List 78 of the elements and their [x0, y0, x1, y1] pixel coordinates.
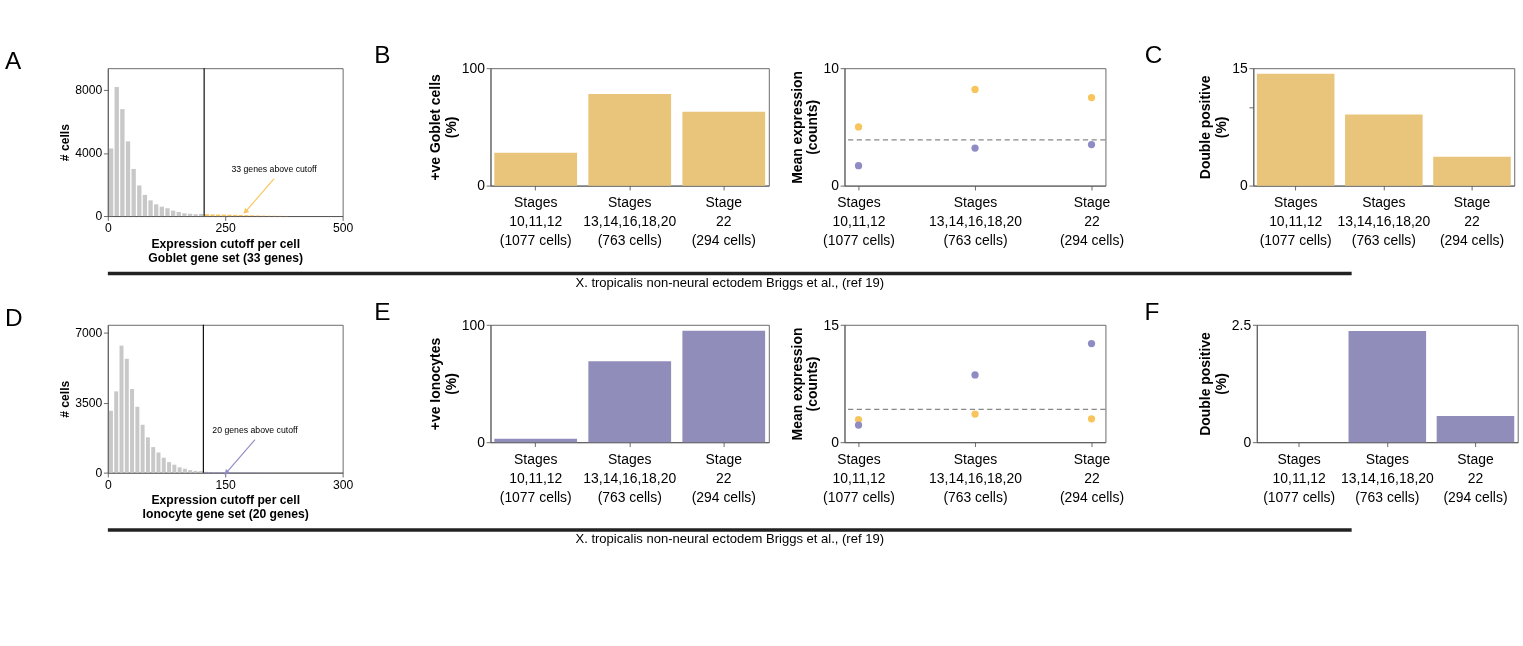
x-tick-label: 150 [215, 477, 237, 492]
y-tick-label: 100 [461, 316, 486, 333]
point [1087, 415, 1096, 423]
y-tick-label: 0 [831, 434, 840, 451]
y-tick-label: 4000 [75, 146, 103, 161]
x-tick-label: Stages 13,14,16,18,20 (763 cells) [1340, 450, 1434, 505]
annotation: 20 genes above cutoff [212, 424, 299, 435]
chart-title: F [1144, 297, 1160, 325]
x-tick-label: 300 [332, 477, 354, 492]
x-tick-label: Stages 10,11,12 (1077 cells) [1259, 193, 1332, 249]
x-tick-label: Stage 22 (294 cells) [1059, 450, 1125, 505]
y-axis-title: +ve Ionocytes (%) [426, 337, 459, 431]
x-tick-label: Stage 22 (294 cells) [1443, 450, 1508, 505]
point [854, 415, 863, 424]
y-tick-label: 0 [477, 434, 486, 451]
x-tick-label: Stages 13,14,16,18,20 (763 cells) [583, 450, 677, 505]
x-axis-title: Expression cutoff per cell Ionocyte gene set (20 genes) [142, 493, 309, 522]
x-tick-label: Stage 22 (294 cells) [1059, 193, 1125, 249]
y-tick-label: 7000 [75, 325, 103, 340]
y-tick-label: 8000 [75, 83, 103, 98]
y-tick-label: 15 [823, 316, 840, 333]
chart-title: E [374, 297, 391, 325]
point [971, 410, 979, 418]
chart-title: B [374, 41, 391, 69]
y-axis-title: Mean expression (counts) [788, 70, 821, 184]
y-tick-label: 0 [1239, 177, 1248, 194]
point [1087, 140, 1096, 149]
bar [682, 330, 766, 443]
point [854, 421, 863, 429]
chart-title: D [5, 304, 23, 332]
x-tick-label: Stages 10,11,12 (1077 cells) [1263, 450, 1336, 505]
bar [682, 111, 766, 186]
point [971, 371, 979, 379]
bar [1345, 114, 1423, 186]
y-axis-title: # cells [58, 380, 73, 418]
x-axis-title: Expression cutoff per cell Goblet gene set (33 genes) [148, 236, 304, 265]
bar [494, 152, 578, 186]
y-tick-label: 0 [831, 177, 840, 194]
x-tick-label: Stages 13,14,16,18,20 (763 cells) [1337, 193, 1431, 249]
text: X. tropicalis non-neural ectodem Briggs et al., (ref 19) [575, 531, 885, 547]
x-tick-label: Stages 13,14,16,18,20 (763 cells) [929, 450, 1023, 505]
annotation: 33 genes above cutoff [231, 163, 318, 174]
x-tick-label: 500 [332, 221, 354, 236]
x-tick-label: Stage 22 (294 cells) [691, 450, 756, 505]
bar [588, 361, 672, 443]
y-tick-label: 100 [461, 60, 486, 77]
x-tick-label: 250 [215, 221, 237, 236]
text: X. tropicalis non-neural ectodem Briggs et al., (ref 19) [575, 274, 885, 290]
bar [588, 94, 672, 186]
y-tick-label: 3500 [75, 395, 103, 410]
point [971, 144, 979, 152]
point [1087, 93, 1096, 102]
x-tick-label: Stages 10,11,12 (1077 cells) [499, 193, 572, 249]
y-axis-title: Double positive (%) [1197, 331, 1229, 436]
x-tick-label: Stages 10,11,12 (1077 cells) [499, 450, 572, 505]
y-tick-label: 2.5 [1231, 316, 1252, 333]
x-tick-label: Stages 10,11,12 (1077 cells) [823, 193, 895, 249]
y-axis-title: # cells [58, 123, 73, 162]
y-tick-label: 0 [477, 177, 486, 194]
point [854, 123, 863, 131]
y-tick-label: 15 [1232, 60, 1248, 77]
y-axis-title: +ve Goblet cells (%) [426, 73, 459, 181]
y-axis-title: Double positive (%) [1197, 75, 1230, 180]
bar [1256, 73, 1335, 186]
bar [1433, 156, 1511, 186]
x-tick-label: Stages 10,11,12 (1077 cells) [823, 450, 895, 505]
y-tick-label: 10 [823, 60, 840, 77]
y-tick-label: 0 [1243, 434, 1252, 451]
x-tick-label: Stage 22 (294 cells) [691, 193, 756, 249]
chart-title: C [1144, 41, 1163, 69]
point [1087, 339, 1096, 348]
x-tick-label: Stages 13,14,16,18,20 (763 cells) [929, 193, 1023, 249]
point [971, 85, 979, 94]
point [854, 162, 863, 170]
chart-title: A [5, 47, 23, 75]
x-tick-label: Stage 22 (294 cells) [1439, 193, 1505, 249]
y-axis-title: Mean expression (counts) [788, 327, 821, 441]
x-tick-label: Stages 13,14,16,18,20 (763 cells) [583, 193, 677, 249]
